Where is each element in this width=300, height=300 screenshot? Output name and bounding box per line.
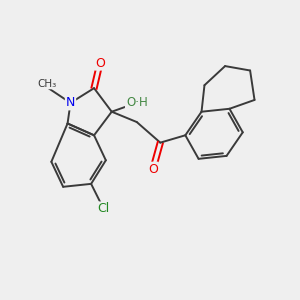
Text: N: N [66, 96, 75, 110]
Text: O: O [95, 57, 105, 70]
Text: O: O [148, 163, 158, 176]
Text: Cl: Cl [97, 202, 109, 215]
Text: O·H: O·H [126, 96, 148, 110]
Text: CH₃: CH₃ [37, 79, 57, 89]
